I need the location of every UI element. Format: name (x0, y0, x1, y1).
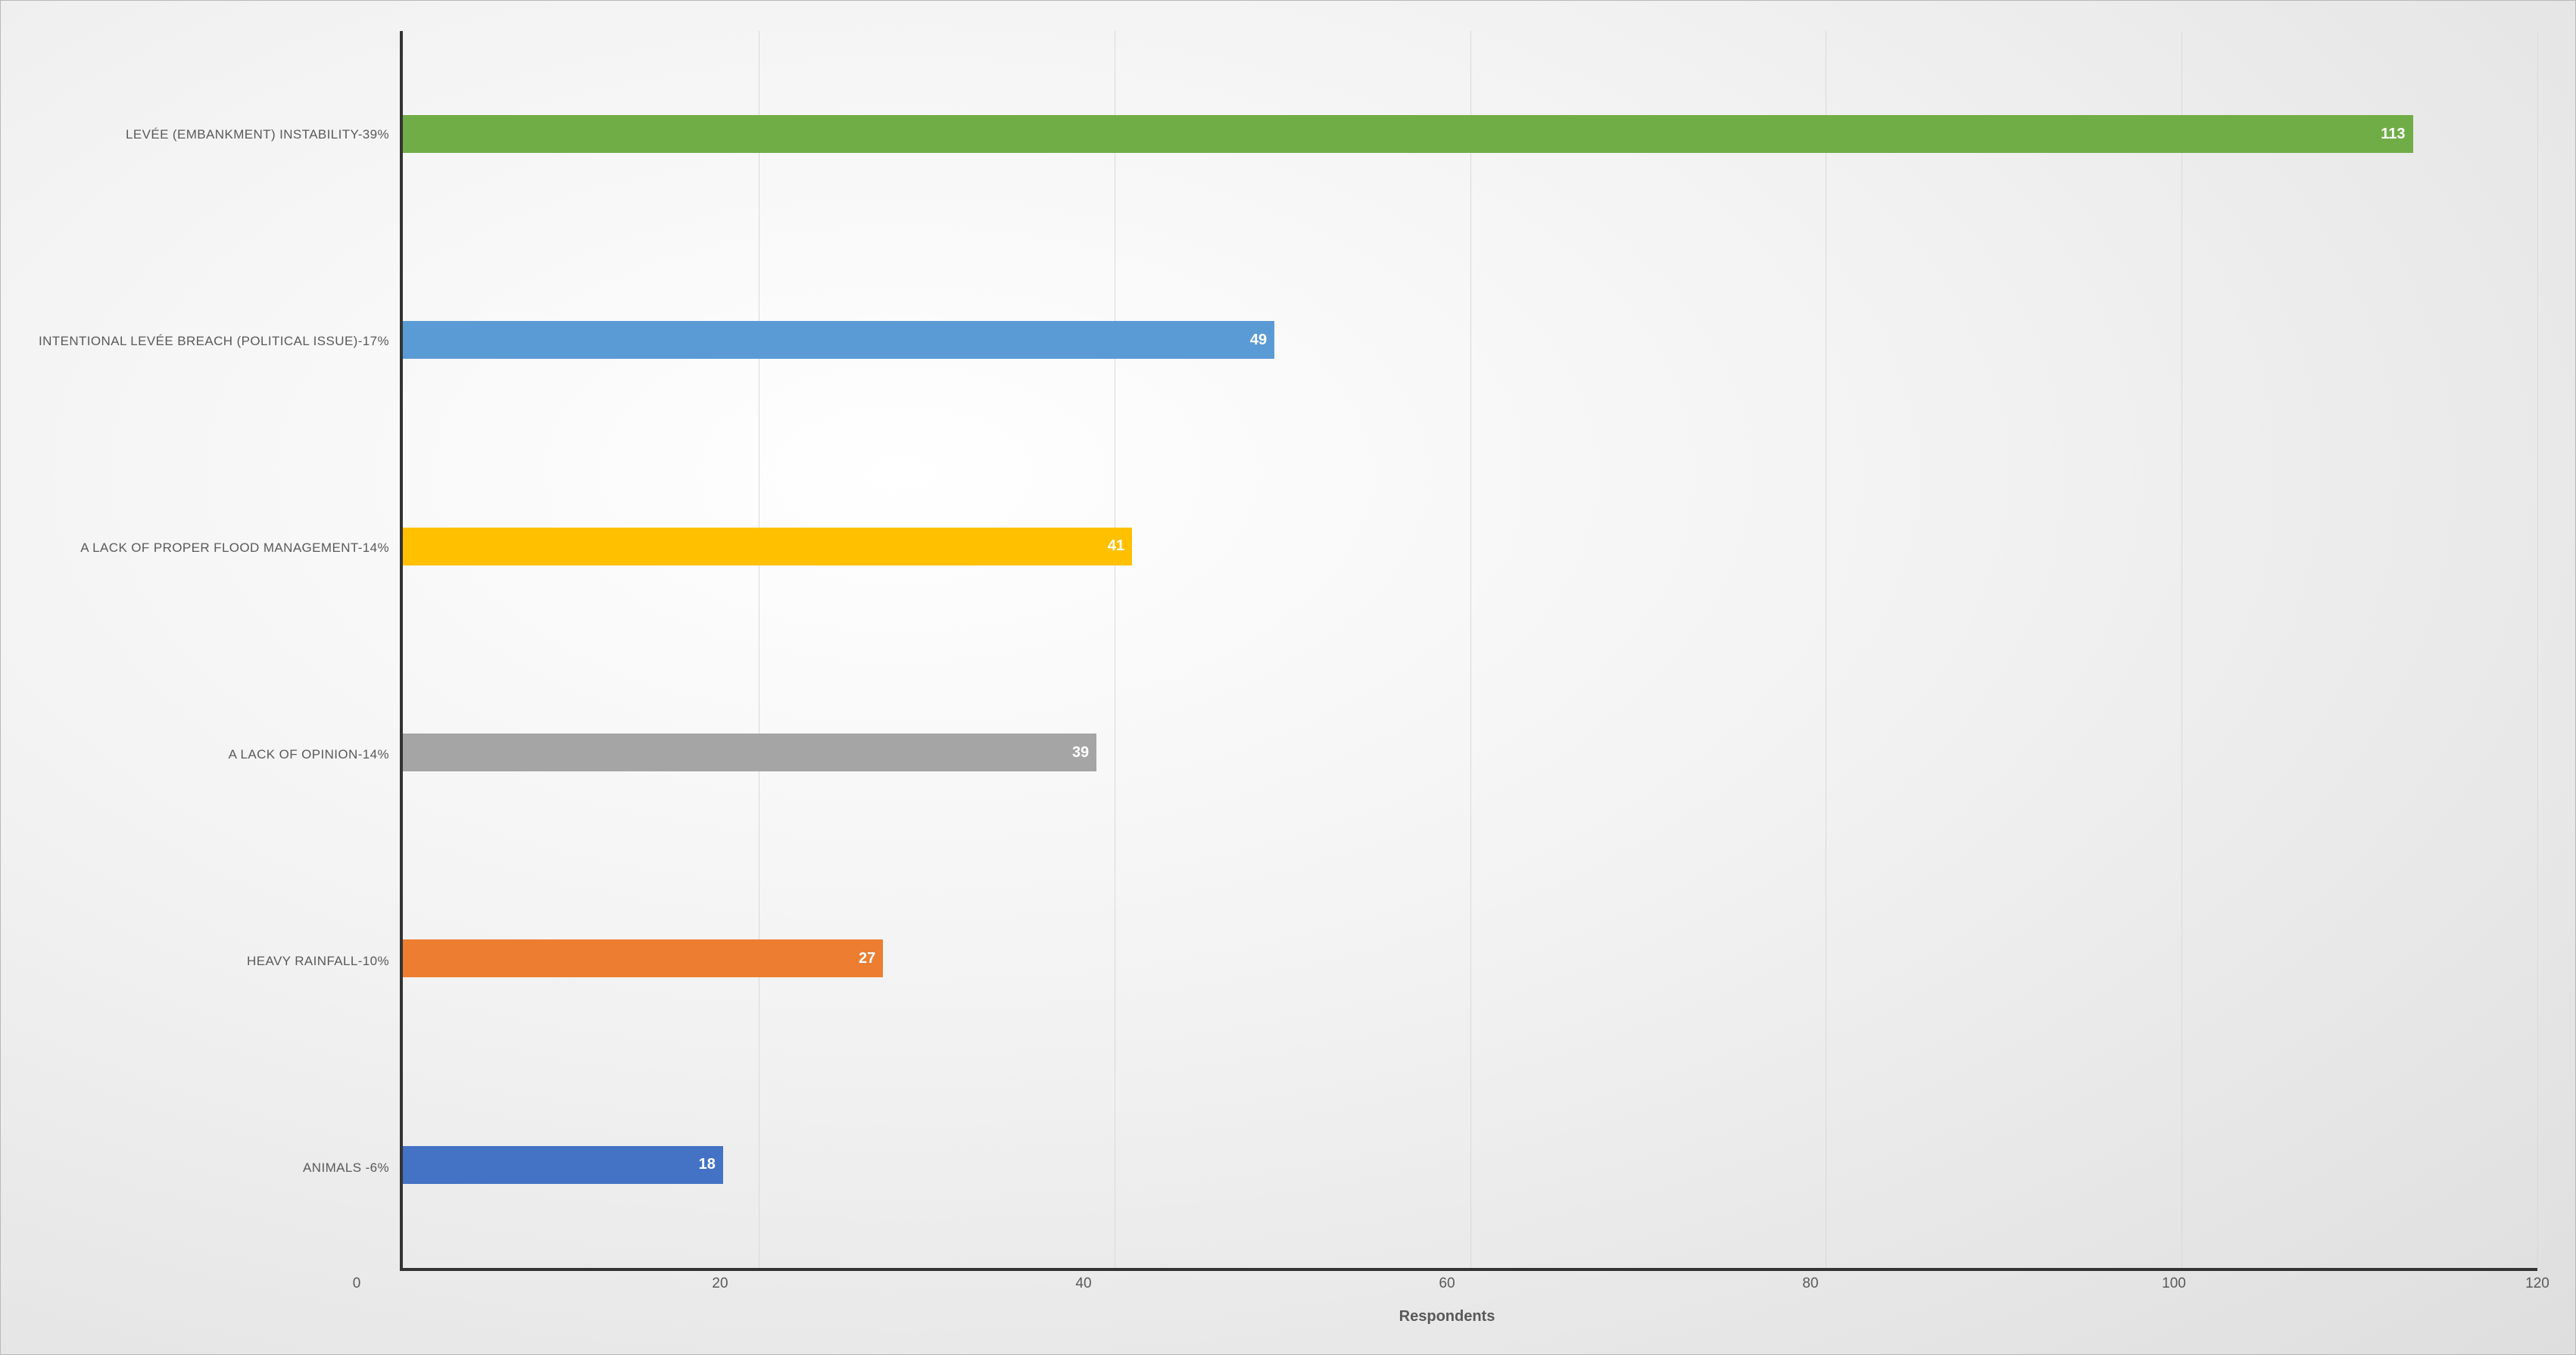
horizontal-bar-chart: LEVÉE (EMBANKMENT) INSTABILITY-39% INTEN… (39, 31, 2537, 1324)
x-ticks: Respondents 020406080100120 (357, 1271, 2537, 1324)
bar: 39 (403, 734, 1096, 771)
category-label: LEVÉE (EMBANKMENT) INSTABILITY-39% (126, 127, 389, 142)
bar-slot: 113 (403, 115, 2537, 153)
bar-slot: 18 (403, 1146, 2537, 1184)
plot-row: LEVÉE (EMBANKMENT) INSTABILITY-39% INTEN… (39, 31, 2537, 1271)
bar-slot: 27 (403, 939, 2537, 977)
bar: 49 (403, 321, 1274, 359)
bar: 18 (403, 1146, 723, 1184)
bar-value: 27 (859, 950, 875, 967)
bar: 27 (403, 939, 883, 977)
bar-value: 113 (2381, 126, 2405, 143)
x-spacer (39, 1271, 357, 1324)
category-label: INTENTIONAL LEVÉE BREACH (POLITICAL ISSU… (39, 334, 389, 349)
bars-container: 113 49 41 39 27 18 (403, 31, 2537, 1268)
x-tick-label: 120 (2525, 1276, 2549, 1292)
gridline (2537, 31, 2538, 1268)
category-label: A LACK OF PROPER FLOOD MANAGEMENT-14% (80, 540, 389, 556)
x-tick-label: 60 (1439, 1276, 1455, 1292)
bar-slot: 49 (403, 321, 2537, 359)
bar-value: 49 (1250, 332, 1267, 349)
x-tick-label: 100 (2162, 1276, 2186, 1292)
x-tick-label: 40 (1075, 1276, 1091, 1292)
x-axis-row: Respondents 020406080100120 (39, 1271, 2537, 1324)
bar-value: 39 (1072, 744, 1089, 762)
bar-slot: 41 (403, 528, 2537, 565)
x-tick-label: 0 (353, 1276, 361, 1292)
category-label: A LACK OF OPINION-14% (229, 747, 389, 762)
bar-slot: 39 (403, 734, 2537, 771)
bar-value: 18 (699, 1156, 716, 1173)
category-label: HEAVY RAINFALL-10% (247, 954, 389, 969)
bar: 113 (403, 115, 2413, 153)
x-tick-label: 20 (712, 1276, 728, 1292)
category-label: ANIMALS -6% (303, 1160, 389, 1176)
y-axis-labels: LEVÉE (EMBANKMENT) INSTABILITY-39% INTEN… (39, 31, 400, 1271)
bar: 41 (403, 528, 1132, 565)
x-tick-label: 80 (1802, 1276, 1818, 1292)
x-axis-label: Respondents (1399, 1308, 1495, 1325)
bar-value: 41 (1108, 537, 1124, 555)
plot-area: 113 49 41 39 27 18 (400, 31, 2537, 1271)
